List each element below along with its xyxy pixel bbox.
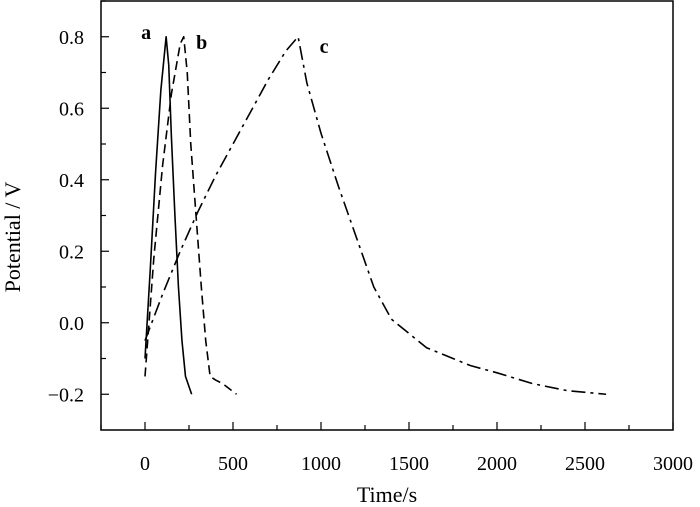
series-line-a	[144, 35, 193, 395]
x-axis-ticks: 0 500 1000 1500 2000 2500 3000	[100, 422, 693, 475]
y-tick-label: 0.0	[59, 313, 84, 335]
x-axis-title: Time/s	[357, 482, 417, 507]
y-tick-label: 0.8	[59, 27, 84, 49]
x-tick-label: 2000	[477, 453, 517, 475]
curve-label-c: c	[320, 36, 329, 58]
curve-labels: a b c	[141, 22, 329, 58]
curve-label-a: a	[141, 22, 151, 44]
x-tick-label: 0	[140, 453, 150, 475]
y-axis-title: Potential / V	[0, 181, 25, 292]
x-tick-label: 500	[218, 453, 248, 475]
y-axis-ticks: −0.2 0.0 0.2 0.4 0.6 0.8	[48, 0, 109, 406]
series-line-b	[144, 35, 238, 395]
x-tick-label: 1000	[301, 453, 341, 475]
x-tick-label: 1500	[389, 453, 429, 475]
y-tick-label: 0.6	[59, 98, 84, 120]
curve-label-b: b	[196, 32, 207, 54]
x-tick-label: 3000	[653, 453, 693, 475]
x-tick-label: 2500	[565, 453, 605, 475]
series-line-c	[144, 35, 607, 396]
series-layer	[144, 35, 607, 396]
y-tick-label: 0.2	[59, 241, 84, 263]
y-tick-label: −0.2	[48, 384, 84, 406]
y-tick-label: 0.4	[59, 170, 84, 192]
